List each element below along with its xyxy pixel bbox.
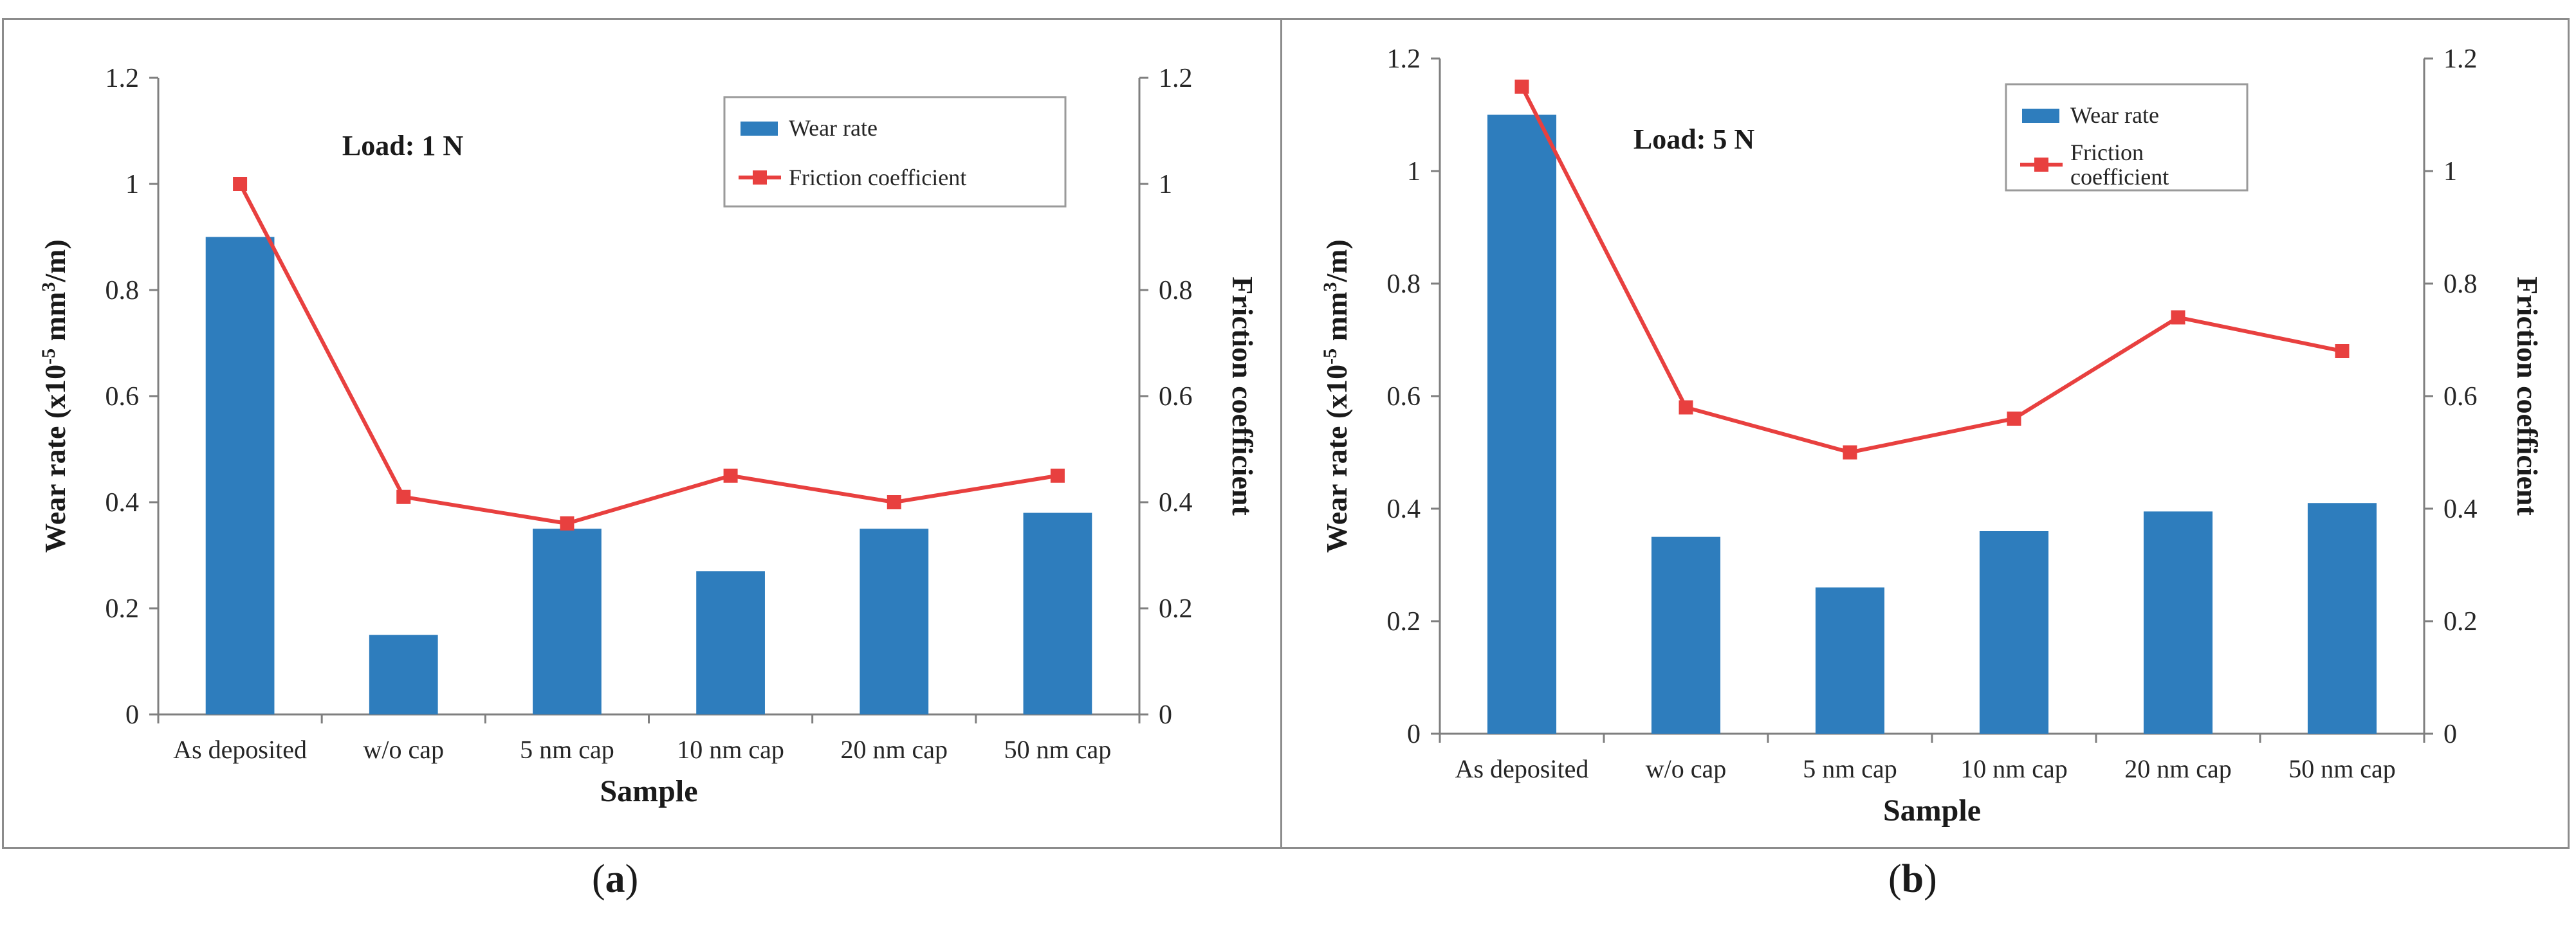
y-tick-label-left-b: 0.6 xyxy=(1387,382,1421,412)
x-tick-label-b-1: w/o cap xyxy=(1646,754,1727,783)
point-friction-a-0 xyxy=(233,177,248,191)
y-axis-title-right-b: Friction coefficient xyxy=(2511,277,2544,516)
y-tick-label-left-a: 0 xyxy=(125,700,139,730)
bar-wear-rate-a-0 xyxy=(205,237,275,714)
bar-wear-rate-a-2 xyxy=(533,529,602,714)
y-tick-label-left-b: 1.2 xyxy=(1387,44,1421,74)
y-axis-title-left-b: Wear rate (x10-5 mm3/m) xyxy=(1320,239,1354,553)
bar-wear-rate-b-2 xyxy=(1815,587,1885,734)
y-tick-label-right-a: 0.6 xyxy=(1159,382,1193,412)
x-tick-label-a-1: w/o cap xyxy=(363,735,444,764)
legend-box-b xyxy=(2005,83,2249,192)
chart-panel-b: 0 0 0.2 0.2 0.4 0.4 0.6 0.6 0.8 0.8 1 1 1.2 1.2 As dep… xyxy=(1280,18,2570,849)
point-friction-b-3 xyxy=(2007,412,2021,426)
point-friction-a-3 xyxy=(723,468,738,483)
bar-wear-rate-b-5 xyxy=(2307,503,2377,734)
y-tick-label-right-a: 0.2 xyxy=(1159,594,1193,624)
y-tick-label-right-a: 1.2 xyxy=(1159,64,1193,93)
y-tick-label-right-b: 0.8 xyxy=(2443,269,2478,299)
bar-wear-rate-a-5 xyxy=(1023,513,1092,714)
point-friction-b-0 xyxy=(1514,79,1529,94)
y-tick-label-right-a: 0 xyxy=(1159,700,1172,730)
y-tick-label-right-a: 0.4 xyxy=(1159,488,1193,518)
x-tick-label-a-5: 50 nm cap xyxy=(1004,735,1112,764)
x-tick-label-b-0: As deposited xyxy=(1455,754,1589,783)
chart-a-svg: 0 0 0.2 0.2 0.4 0.4 0.6 0.6 0.8 0.8 1 1 1.2 1.2 As dep… xyxy=(38,64,1260,808)
bar-wear-rate-b-3 xyxy=(1979,531,2049,734)
chart-b-svg: 0 0 0.2 0.2 0.4 0.4 0.6 0.6 0.8 0.8 1 1 1.2 1.2 As dep… xyxy=(1320,44,2544,828)
y-tick-label-left-a: 0.8 xyxy=(106,276,140,305)
x-tick-label-a-0: As deposited xyxy=(173,735,307,764)
point-friction-b-2 xyxy=(1843,445,1857,460)
legend-box-a xyxy=(723,96,1067,208)
point-friction-a-1 xyxy=(396,489,411,504)
annotation-load-a: Load: 1 N xyxy=(342,130,463,161)
x-tick-label-b-3: 10 nm cap xyxy=(1960,754,2068,783)
x-tick-label-a-3: 10 nm cap xyxy=(677,735,784,764)
legend-label-friction-a: Friction coefficient xyxy=(789,165,966,190)
y-tick-label-left-b: 0.2 xyxy=(1387,607,1421,637)
y-tick-label-left-b: 0 xyxy=(1407,720,1421,749)
point-friction-a-4 xyxy=(887,495,901,509)
point-friction-a-2 xyxy=(560,516,575,531)
y-tick-label-right-b: 0.6 xyxy=(2443,382,2478,412)
caption-a-letter: a xyxy=(605,857,625,901)
legend-marker-friction-b xyxy=(2034,158,2048,172)
bar-wear-rate-b-0 xyxy=(1487,114,1557,734)
point-friction-a-5 xyxy=(1050,468,1065,483)
x-tick-label-a-4: 20 nm cap xyxy=(840,735,948,764)
point-friction-b-4 xyxy=(2171,310,2185,325)
annotation-load-b: Load: 5 N xyxy=(1633,123,1754,155)
caption-b: (b) xyxy=(1888,857,1937,901)
legend-swatch-wear-b xyxy=(2022,109,2059,123)
y-axis-title-left-a: Wear rate (x10-5 mm3/m) xyxy=(38,239,72,553)
y-tick-label-right-b: 0.2 xyxy=(2443,607,2478,637)
caption-b-letter: b xyxy=(1901,857,1924,901)
line-friction-b xyxy=(1520,86,2343,455)
y-tick-label-left-a: 1 xyxy=(125,170,139,199)
x-tick-label-a-2: 5 nm cap xyxy=(520,735,614,764)
y-tick-label-left-b: 0.4 xyxy=(1387,495,1421,524)
y-tick-label-right-a: 1 xyxy=(1159,170,1172,199)
y-tick-label-right-b: 1.2 xyxy=(2443,44,2478,74)
bar-wear-rate-a-4 xyxy=(860,529,929,714)
bar-wear-rate-b-1 xyxy=(1651,536,1721,734)
caption-a: (a) xyxy=(592,857,639,901)
chart-panel-a: 0 0 0.2 0.2 0.4 0.4 0.6 0.6 0.8 0.8 1 1 1.2 1.2 As dep… xyxy=(2,18,1282,849)
y-tick-label-right-b: 0 xyxy=(2443,720,2457,749)
legend-label-friction-b: Friction coefficient xyxy=(2070,140,2169,190)
legend-marker-friction-a xyxy=(753,170,767,185)
y-tick-label-left-b: 1 xyxy=(1407,157,1421,186)
legend-label-wear-a: Wear rate xyxy=(789,115,878,141)
y-tick-label-left-a: 0.6 xyxy=(106,382,140,412)
legend-swatch-wear-a xyxy=(741,122,778,136)
line-friction-a xyxy=(238,183,1058,526)
y-tick-label-left-b: 0.8 xyxy=(1387,269,1421,299)
y-axis-title-right-a: Friction coefficient xyxy=(1226,277,1259,516)
y-tick-label-right-a: 0.8 xyxy=(1159,276,1193,305)
point-friction-b-1 xyxy=(1679,400,1693,415)
x-tick-label-b-5: 50 nm cap xyxy=(2288,754,2396,783)
x-tick-label-b-2: 5 nm cap xyxy=(1803,754,1897,783)
bar-wear-rate-a-3 xyxy=(696,571,765,714)
x-axis-title-a: Sample xyxy=(600,774,697,808)
y-tick-label-left-a: 0.2 xyxy=(106,594,140,624)
y-tick-label-right-b: 1 xyxy=(2443,157,2457,186)
y-tick-label-left-a: 0.4 xyxy=(106,488,140,518)
x-axis-title-b: Sample xyxy=(1883,794,1981,828)
x-tick-label-b-4: 20 nm cap xyxy=(2124,754,2232,783)
bar-wear-rate-a-1 xyxy=(369,635,438,714)
bar-wear-rate-b-4 xyxy=(2143,511,2213,734)
y-tick-label-left-a: 1.2 xyxy=(106,64,140,93)
point-friction-b-5 xyxy=(2335,344,2350,358)
y-tick-label-right-b: 0.4 xyxy=(2443,495,2478,524)
legend-label-wear-b: Wear rate xyxy=(2070,102,2159,128)
